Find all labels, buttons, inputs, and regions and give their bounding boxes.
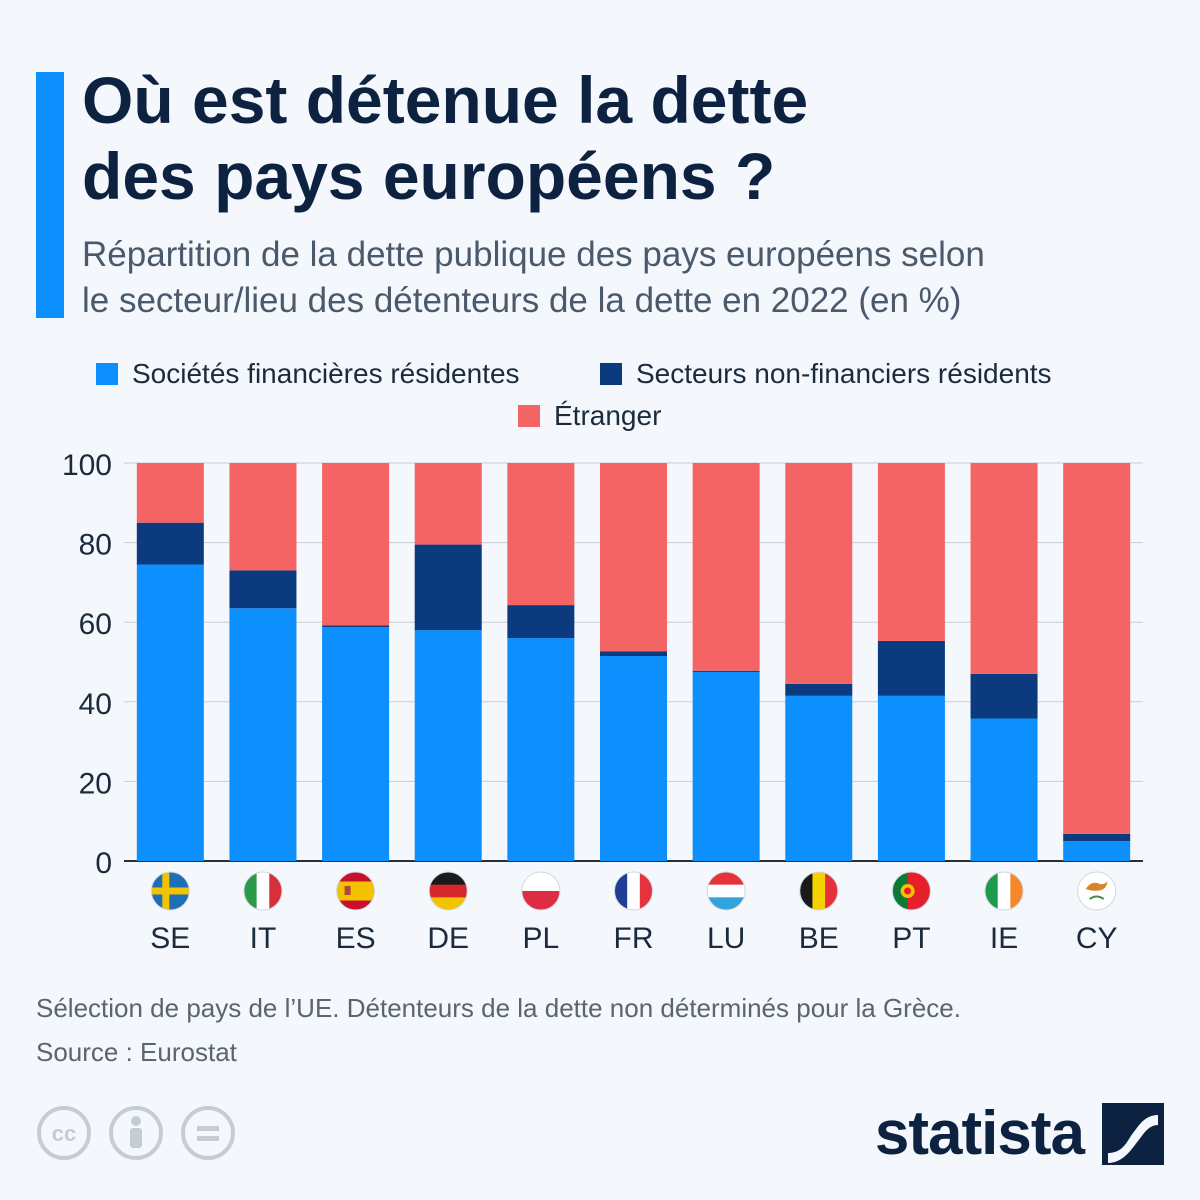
by-icon [109,1106,163,1160]
y-tick-label-0: 0 [95,847,112,880]
flag-de-icon [428,871,468,911]
bar-SE-nonfinancial [136,522,204,565]
bar-CY-nonfinancial [1063,833,1131,842]
bar-IE-nonfinancial [970,673,1038,719]
legend-item-nonfinancial: Secteurs non-financiers résidents [600,352,1052,396]
bar-DE-nonfinancial [414,544,482,631]
legend-label-nonfinancial: Secteurs non-financiers résidents [636,358,1052,389]
bar-BE-nonfinancial [785,683,853,696]
x-tick-label-FR: FR [614,922,654,955]
flag-pl-icon [521,871,561,911]
bar-IT-nonfinancial [229,570,297,609]
chart-title: Où est détenue la dette des pays europée… [82,62,1082,214]
title-line-1: Où est détenue la dette [82,63,809,137]
x-tick-label-ES: ES [336,922,376,955]
bar-FR-financial [600,656,667,861]
legend-item-financial: Sociétés financières résidentes [96,352,520,396]
x-tick-label-IT: IT [250,922,277,955]
x-tick-label-PT: PT [892,922,930,955]
bar-PT-nonfinancial [877,640,945,696]
footnote: Sélection de pays de l’UE. Détenteurs de… [36,988,961,1076]
bar-LU-financial [692,671,760,861]
cc-icon: cc [37,1106,91,1160]
bar-FR-foreign [600,463,667,652]
bar-ES-financial [322,626,390,861]
y-tick-label-40: 40 [79,688,112,721]
y-tick-label-100: 100 [62,449,112,482]
x-tick-label-DE: DE [427,922,469,955]
bar-LU-foreign [692,463,760,671]
x-tick-label-BE: BE [799,922,839,955]
bar-IE-foreign [970,463,1038,674]
bar-CY-foreign [1063,463,1131,834]
bar-SE-foreign [136,463,204,523]
legend-label-foreign: Étranger [554,400,662,431]
license-icons: cc [36,1105,236,1161]
x-tick-label-PL: PL [523,922,560,955]
bar-LU-nonfinancial [692,670,760,672]
flag-be-icon [799,871,839,911]
bar-CY-financial [1063,841,1131,861]
bar-ES-nonfinancial [322,625,390,627]
footnote-source: Source : Eurostat [36,1037,237,1067]
x-tick-label-LU: LU [707,922,745,955]
subtitle-line-2: le secteur/lieu des détenteurs de la det… [82,281,962,320]
bar-PL-financial [507,638,575,861]
flag-cy-icon [1077,871,1117,911]
bar-IT-financial [229,608,297,861]
bar-FR-nonfinancial [600,651,667,657]
title-accent-bar [36,72,64,318]
flag-pt-icon [891,871,931,911]
bar-PL-foreign [507,463,575,606]
bar-DE-financial [414,630,482,861]
bar-PT-financial [877,695,945,861]
bar-SE-financial [136,564,204,861]
bar-DE-foreign [414,463,482,545]
brand-wordmark: statista [874,1099,1085,1168]
legend-swatch-financial [96,363,118,385]
x-tick-label-SE: SE [150,922,190,955]
title-line-2: des pays européens ? [82,139,776,213]
flag-fr-icon [614,871,653,911]
bar-PL-nonfinancial [507,605,575,639]
legend-swatch-nonfinancial [600,363,622,385]
bar-BE-financial [785,695,853,861]
stacked-bar-chart: 0 20 40 60 80 100 SE IT ES DE PL FR LU BE PT IE CY [62,449,1143,955]
legend-label-financial: Sociétés financières résidentes [132,358,520,389]
flag-se-icon [150,871,190,911]
bar-PT-foreign [877,463,945,641]
chart-subtitle: Répartition de la dette publique des pay… [82,232,1182,324]
flag-it-icon [243,871,283,911]
legend-swatch-foreign [518,405,540,427]
bar-IE-financial [970,718,1038,861]
x-tick-label-IE: IE [990,922,1018,955]
flag-es-icon [336,871,376,911]
svg-text:cc: cc [52,1121,76,1146]
bar-ES-foreign [322,463,390,626]
y-tick-label-20: 20 [79,767,112,800]
y-tick-label-80: 80 [79,529,112,562]
flag-lu-icon [706,871,746,911]
x-tick-label-CY: CY [1076,922,1118,955]
y-tick-label-60: 60 [79,608,112,641]
flag-ie-icon [984,871,1024,911]
footnote-note: Sélection de pays de l’UE. Détenteurs de… [36,993,961,1023]
subtitle-line-1: Répartition de la dette publique des pay… [82,235,985,274]
statista-mark-icon [1102,1102,1164,1165]
statista-logo: statista [875,1098,1164,1169]
legend-item-foreign: Étranger [518,394,661,438]
bar-BE-foreign [785,463,853,684]
nd-icon [181,1106,235,1160]
bar-IT-foreign [229,463,297,571]
